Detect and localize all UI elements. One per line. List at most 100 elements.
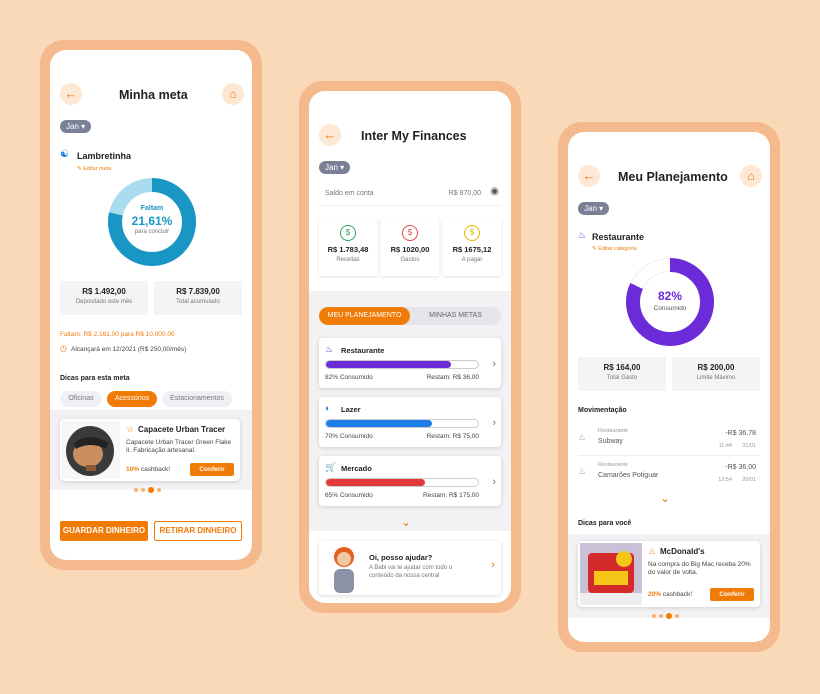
- deposited-label: Depositado este mês: [75, 299, 133, 305]
- screen-meu-planejamento: ← Meu Planejamento ⌂ Jan ▾ ♨ Restaurante…: [568, 132, 770, 642]
- restaurant-icon: ♨: [578, 466, 587, 476]
- product-card[interactable]: ☆ Capacete Urban Tracer Capacete Urban T…: [60, 419, 240, 481]
- expenses-card[interactable]: $ R$ 1020,00 Gastos: [381, 218, 439, 276]
- donut-sub: Consumido: [653, 305, 687, 312]
- month-select[interactable]: Jan ▾: [319, 161, 351, 174]
- balance-row: Saldo em conta R$ 870,00 ◉: [319, 184, 501, 206]
- screen-minha-meta: ← Minha meta ⌂ Jan ▾ ☯ Lambretinha ✎ Edi…: [50, 50, 252, 560]
- eye-icon[interactable]: ◉: [490, 186, 499, 197]
- movement-date: 31/01: [742, 443, 756, 449]
- chevron-right-icon[interactable]: ›: [491, 559, 495, 571]
- plan-name: Mercado: [341, 464, 372, 473]
- category-donut-chart: [626, 258, 714, 346]
- home-icon[interactable]: ⌂: [740, 165, 762, 187]
- expenses-label: Gastos: [400, 257, 420, 263]
- star-icon: ☆: [126, 424, 135, 434]
- limit-label: Limite Máximo: [696, 375, 736, 381]
- carousel-dots: [652, 613, 679, 619]
- edit-category-label: Editar categoria: [598, 246, 637, 252]
- movement-category: Restaurante: [598, 462, 628, 468]
- phone-minha-meta: ← Minha meta ⌂ Jan ▾ ☯ Lambretinha ✎ Edi…: [40, 40, 262, 570]
- offer-card[interactable]: ♨ McDonald's Na compra do Big Mac receba…: [578, 541, 760, 607]
- carousel-dot[interactable]: [652, 614, 656, 618]
- movement-category: Restaurante: [598, 428, 628, 434]
- chevron-down-icon[interactable]: ⌄: [660, 491, 671, 505]
- donut-percent: 21,61%: [131, 214, 173, 228]
- carousel-dot[interactable]: [134, 488, 138, 492]
- cashback-percent: 10%: [126, 466, 140, 473]
- deposited-value: R$ 1.492,00: [82, 287, 126, 296]
- carousel-dot-active[interactable]: [666, 613, 672, 619]
- help-text: A Babi vai te ajudar com todo o conteúdo…: [369, 565, 453, 579]
- expenses-value: R$ 1020,00: [390, 245, 430, 254]
- back-arrow-icon[interactable]: ←: [319, 124, 341, 146]
- tab-oficinas[interactable]: Oficinas: [60, 391, 102, 407]
- movement-row[interactable]: ♨ Restaurante Camarões Potiguar -R$ 36,0…: [578, 458, 760, 490]
- month-select[interactable]: Jan ▾: [60, 120, 92, 133]
- big-mac-image: [580, 543, 642, 605]
- edit-goal-link[interactable]: ✎ Editar meta: [77, 166, 112, 172]
- save-money-button[interactable]: GUARDAR DINHEIRO: [60, 521, 148, 541]
- cashback-label: cashback!: [140, 466, 171, 473]
- missing-text: Faltam: R$ 2.161,00 para R$ 10.000,00: [60, 331, 175, 338]
- plan-progress-fill: [326, 361, 451, 368]
- tab-meu-planejamento[interactable]: MEU PLANEJAMENTO: [319, 307, 410, 325]
- movement-row[interactable]: ♨ Restaurante Subway -R$ 36,78 11:44 31/…: [578, 424, 760, 456]
- category-name: Restaurante: [592, 232, 645, 242]
- withdraw-money-button[interactable]: RETIRAR DINHEIRO: [154, 521, 242, 541]
- chevron-down-icon[interactable]: ⌄: [401, 515, 412, 529]
- home-icon[interactable]: ⌂: [222, 83, 244, 105]
- balance-value: R$ 870,00: [448, 190, 481, 197]
- tips-title: Dicas para você: [578, 520, 632, 527]
- plan-card-restaurante[interactable]: ♨ Restaurante 82% Consumido Restam: R$ 3…: [319, 338, 501, 388]
- carousel-dot[interactable]: [675, 614, 679, 618]
- donut-percent: 82%: [657, 289, 683, 303]
- carousel-dot[interactable]: [659, 614, 663, 618]
- leisure-icon: ◐: [325, 403, 331, 413]
- plan-name: Lazer: [341, 405, 361, 414]
- carousel-dot-active[interactable]: [148, 487, 154, 493]
- page-title: Inter My Finances: [361, 129, 467, 143]
- expenses-icon: $: [402, 225, 418, 241]
- reach-text: Alcançará em 12/2021 (R$ 250,00/mês): [71, 346, 187, 353]
- income-card[interactable]: $ R$ 1.783,48 Receitas: [319, 218, 377, 276]
- to-pay-card[interactable]: $ R$ 1675,12 A pagar: [443, 218, 501, 276]
- screen-inter-my-finances: ← Inter My Finances Jan ▾ Saldo em conta…: [309, 91, 511, 603]
- assistant-avatar: [334, 547, 354, 593]
- back-arrow-icon[interactable]: ←: [60, 83, 82, 105]
- month-select[interactable]: Jan ▾: [578, 202, 610, 215]
- chevron-right-icon[interactable]: ›: [492, 417, 496, 429]
- offer-cta-button[interactable]: Conferir: [710, 588, 754, 601]
- donut-label: Faltam: [140, 205, 164, 212]
- to-pay-value: R$ 1675,12: [452, 245, 492, 254]
- tab-acessorios[interactable]: Acessórios: [107, 391, 157, 407]
- product-cta-button[interactable]: Conferir: [190, 463, 234, 476]
- edit-category-link[interactable]: ✎ Editar categoria: [592, 246, 637, 252]
- tab-estacionamentos[interactable]: Estacionamentos: [162, 391, 232, 407]
- limit-value: R$ 200,00: [697, 363, 735, 372]
- back-arrow-icon[interactable]: ←: [578, 165, 600, 187]
- limit-box: R$ 200,00 Limite Máximo: [672, 357, 760, 391]
- restaurant-icon: ♨: [578, 432, 587, 442]
- carousel-dot[interactable]: [157, 488, 161, 492]
- tab-minhas-metas[interactable]: MINHAS METAS: [429, 312, 482, 319]
- help-card[interactable]: Oi, posso ajudar? A Babi vai te ajudar c…: [319, 541, 501, 595]
- chevron-right-icon[interactable]: ›: [492, 476, 496, 488]
- phone-meu-planejamento: ← Meu Planejamento ⌂ Jan ▾ ♨ Restaurante…: [558, 122, 780, 652]
- plan-remaining: Restam: R$ 36,00: [426, 374, 479, 381]
- goal-donut-chart: [108, 178, 196, 266]
- spent-label: Total Gasto: [606, 375, 638, 381]
- plan-progress-track: [325, 478, 479, 487]
- tips-title: Dicas para esta meta: [60, 375, 130, 382]
- income-icon: $: [340, 225, 356, 241]
- plan-card-mercado[interactable]: 🛒 Mercado 65% Consumido Restam: R$ 175,0…: [319, 456, 501, 506]
- offer-cashback: 20% cashback!: [648, 591, 692, 598]
- plan-remaining: Restam: R$ 175,00: [422, 492, 479, 499]
- chevron-right-icon[interactable]: ›: [492, 358, 496, 370]
- clock-icon: ◷: [60, 344, 67, 353]
- carousel-dot[interactable]: [141, 488, 145, 492]
- donut-sub: para concluir: [134, 229, 170, 235]
- movement-time: 11:44: [718, 443, 732, 449]
- plan-card-lazer[interactable]: ◐ Lazer 70% Consumido Restam: R$ 75,00 ›: [319, 397, 501, 447]
- product-desc: Capacete Urban Tracer Green Flake II. Fa…: [126, 439, 232, 455]
